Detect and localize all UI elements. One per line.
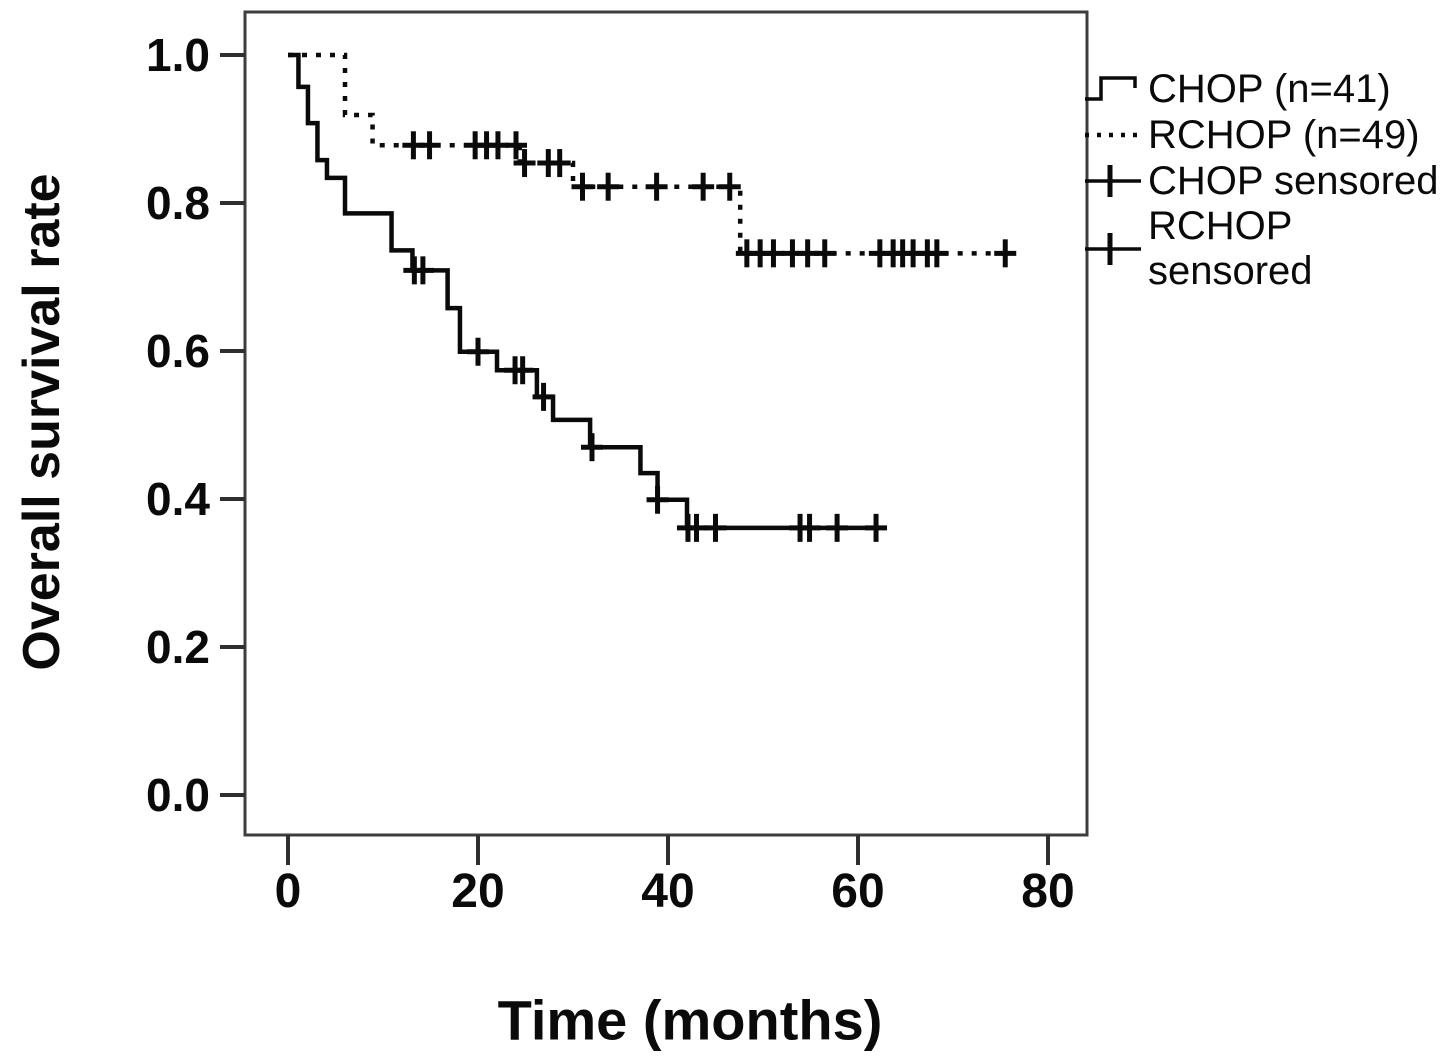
- rchop-key-icon: [1085, 132, 1141, 138]
- y-tick-label: 0.2: [146, 621, 210, 673]
- x-tick-label: 80: [1021, 865, 1074, 918]
- y-tick-label: 0.8: [146, 177, 210, 229]
- legend-item-label: RCHOP sensored: [1148, 204, 1313, 294]
- y-tick-label: 0.4: [146, 473, 210, 525]
- y-axis-title: Overall survival rate: [13, 173, 71, 671]
- legend-item-chop: CHOP (n=41): [1084, 66, 1439, 112]
- legend-label-line: CHOP sensored: [1148, 158, 1439, 203]
- legend-item-label: CHOP sensored: [1148, 159, 1439, 204]
- chop-sensored-key-icon: [1085, 165, 1141, 197]
- x-axis-title: Time (months): [497, 988, 883, 1052]
- legend-item-chop-sensored: CHOP sensored: [1084, 158, 1439, 204]
- x-tick-label: 0: [275, 865, 302, 918]
- legend-item-label: RCHOP (n=49): [1148, 113, 1420, 158]
- x-tick-label: 40: [641, 865, 694, 918]
- legend-label-line: RCHOP (n=49): [1148, 112, 1420, 157]
- legend-item-label: CHOP (n=41): [1148, 67, 1391, 112]
- x-tick-label: 60: [831, 865, 884, 918]
- rchop-survival-curve: [288, 52, 1013, 256]
- legend-item-rchop-sensored: RCHOP sensored: [1084, 204, 1439, 294]
- y-tick-label: 0.6: [146, 325, 210, 377]
- legend-label-line: RCHOP: [1148, 204, 1293, 248]
- legend-item-rchop: RCHOP (n=49): [1084, 112, 1439, 158]
- chop-censor-marks: [403, 256, 888, 542]
- rchop-sensored-key-icon: [1085, 232, 1141, 265]
- legend: CHOP (n=41) RCHOP (n=49) CHOP sensored RCHO…: [1084, 66, 1439, 294]
- legend-label-line: sensored: [1148, 248, 1313, 293]
- chop-survival-curve: [288, 52, 880, 531]
- plot-border: [243, 10, 1089, 837]
- legend-label-line: CHOP (n=41): [1148, 66, 1391, 111]
- x-tick-label: 20: [451, 865, 504, 918]
- chop-key-icon: [1085, 76, 1137, 101]
- y-tick-label: 1.0: [146, 29, 210, 81]
- rchop-censor-marks: [402, 131, 1017, 268]
- y-tick-label: 0.0: [146, 769, 210, 821]
